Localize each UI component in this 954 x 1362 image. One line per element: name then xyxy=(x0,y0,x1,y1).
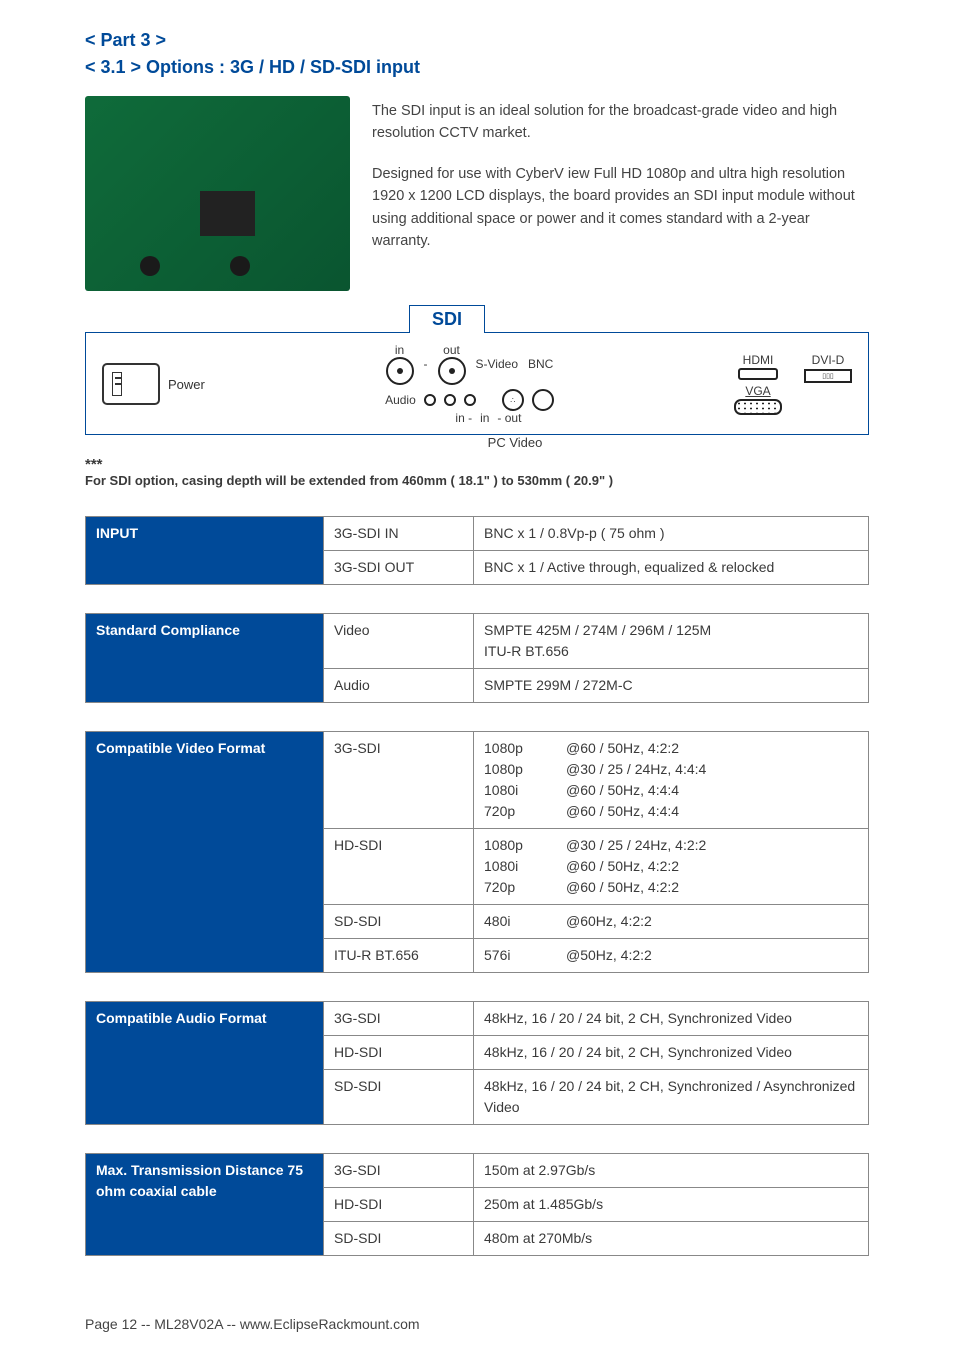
cell: 3G-SDI xyxy=(324,731,474,828)
out-label: out xyxy=(438,343,466,357)
in2-label: in - xyxy=(455,411,472,425)
hdmi-label: HDMI xyxy=(734,353,782,367)
audio-jack-icon xyxy=(464,394,476,406)
section-heading: < 3.1 > Options : 3G / HD / SD-SDI input xyxy=(85,57,869,78)
vga-label: VGA xyxy=(734,384,782,398)
in3-label: in xyxy=(480,411,489,425)
part-heading: < Part 3 > xyxy=(85,30,869,51)
pcb-image xyxy=(85,96,350,291)
intro-text: The SDI input is an ideal solution for t… xyxy=(372,96,869,291)
power-block: Power xyxy=(102,363,205,405)
cell: 1080p@60 / 50Hz, 4:2:21080p@30 / 25 / 24… xyxy=(474,731,869,828)
table-vformat: Compatible Video Format3G-SDI1080p@60 / … xyxy=(85,731,869,973)
note-block: *** For SDI option, casing depth will be… xyxy=(85,456,869,488)
table-vformat-title: Compatible Video Format xyxy=(86,731,324,972)
cell: 3G-SDI xyxy=(324,1001,474,1035)
cell: SMPTE 425M / 274M / 296M / 125M ITU-R BT… xyxy=(474,613,869,668)
intro-p1: The SDI input is an ideal solution for t… xyxy=(372,100,869,145)
cell: 1080p@30 / 25 / 24Hz, 4:2:21080i@60 / 50… xyxy=(474,828,869,904)
bnc-label: BNC xyxy=(528,357,553,371)
dash-label: - xyxy=(424,357,428,371)
intro-p2: Designed for use with CyberV iew Full HD… xyxy=(372,163,869,253)
cell: BNC x 1 / 0.8Vp-p ( 75 ohm ) xyxy=(474,516,869,550)
cell: HD-SDI xyxy=(324,1187,474,1221)
bnc-in-icon xyxy=(386,357,414,385)
power-plug-icon xyxy=(102,363,160,405)
note-stars: *** xyxy=(85,456,869,473)
cell: 3G-SDI IN xyxy=(324,516,474,550)
cell: Video xyxy=(324,613,474,668)
cell: 150m at 2.97Gb/s xyxy=(474,1153,869,1187)
cell: 480m at 270Mb/s xyxy=(474,1221,869,1255)
right-ports: HDMI VGA DVI-D ▯▯▯ xyxy=(734,353,852,415)
table-aformat-title: Compatible Audio Format xyxy=(86,1001,324,1124)
cell: Audio xyxy=(324,668,474,702)
cell: 48kHz, 16 / 20 / 24 bit, 2 CH, Synchroni… xyxy=(474,1001,869,1035)
cell: 576i@50Hz, 4:2:2 xyxy=(474,938,869,972)
cell: HD-SDI xyxy=(324,1035,474,1069)
vga-icon xyxy=(734,399,782,415)
dvid-label: DVI-D xyxy=(804,353,852,367)
power-label: Power xyxy=(168,377,205,392)
audio-jack-icon xyxy=(424,394,436,406)
cell: 48kHz, 16 / 20 / 24 bit, 2 CH, Synchroni… xyxy=(474,1035,869,1069)
cell: SD-SDI xyxy=(324,1069,474,1124)
cell: BNC x 1 / Active through, equalized & re… xyxy=(474,550,869,584)
svideo-icon: ∴ xyxy=(502,389,524,411)
cell: 250m at 1.485Gb/s xyxy=(474,1187,869,1221)
intro-row: The SDI input is an ideal solution for t… xyxy=(85,96,869,291)
dvid-icon: ▯▯▯ xyxy=(804,369,852,383)
table-compliance-title: Standard Compliance xyxy=(86,613,324,702)
cell: 48kHz, 16 / 20 / 24 bit, 2 CH, Synchroni… xyxy=(474,1069,869,1124)
out2-label: - out xyxy=(497,411,521,425)
cell: SMPTE 299M / 272M-C xyxy=(474,668,869,702)
sdi-tab: SDI xyxy=(409,305,485,333)
table-distance: Max. Transmission Distance 75 ohm coaxia… xyxy=(85,1153,869,1256)
svideo-label: S-Video xyxy=(476,357,518,371)
pcvideo-label: PC Video xyxy=(365,435,665,450)
hdmi-icon xyxy=(738,368,778,380)
table-input: INPUT 3G-SDI IN BNC x 1 / 0.8Vp-p ( 75 o… xyxy=(85,516,869,585)
connector-panel: Power in - out S-Video BNC Audio ∴ xyxy=(85,332,869,435)
note-text: For SDI option, casing depth will be ext… xyxy=(85,473,869,488)
cell: 3G-SDI OUT xyxy=(324,550,474,584)
cell: HD-SDI xyxy=(324,828,474,904)
cell: SD-SDI xyxy=(324,904,474,938)
cell: SD-SDI xyxy=(324,1221,474,1255)
table-distance-title: Max. Transmission Distance 75 ohm coaxia… xyxy=(86,1153,324,1255)
bnc-out-icon xyxy=(438,357,466,385)
center-ports: in - out S-Video BNC Audio ∴ in - in - o… xyxy=(385,343,554,426)
cell: ITU-R BT.656 xyxy=(324,938,474,972)
cell: 3G-SDI xyxy=(324,1153,474,1187)
table-aformat: Compatible Audio Format 3G-SDI 48kHz, 16… xyxy=(85,1001,869,1125)
cell: 480i@60Hz, 4:2:2 xyxy=(474,904,869,938)
bnc-aux-icon xyxy=(532,389,554,411)
audio-label: Audio xyxy=(385,393,416,407)
page-footer: Page 12 -- ML28V02A -- www.EclipseRackmo… xyxy=(85,1316,869,1332)
table-compliance: Standard Compliance Video SMPTE 425M / 2… xyxy=(85,613,869,703)
table-input-title: INPUT xyxy=(86,516,324,584)
in-label: in xyxy=(386,343,414,357)
audio-jack-icon xyxy=(444,394,456,406)
